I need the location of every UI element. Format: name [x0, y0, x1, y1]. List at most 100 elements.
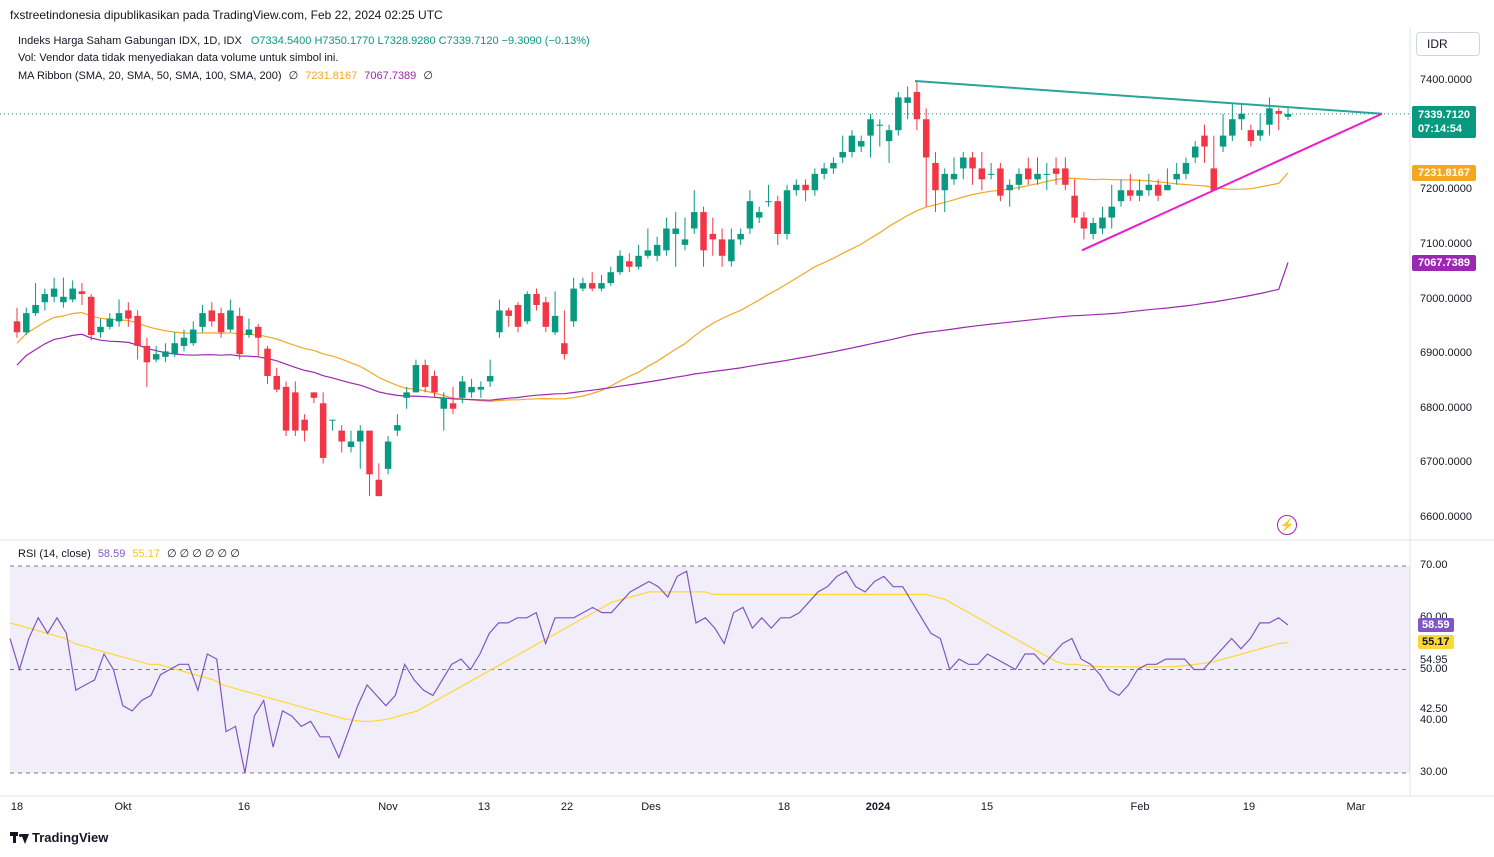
candle — [180, 329, 188, 352]
candle — [477, 381, 485, 398]
candle — [301, 414, 308, 442]
candle-body — [394, 425, 401, 431]
candle — [533, 288, 540, 311]
rsi-extra-label-2: 42.50 — [1420, 703, 1448, 715]
candle — [653, 236, 661, 262]
candle — [440, 392, 448, 431]
candle-body — [802, 184, 809, 191]
candle-body — [987, 173, 995, 175]
candle-body — [691, 212, 698, 229]
candle — [199, 304, 206, 333]
time-tick-label: 22 — [560, 801, 574, 813]
symbol-name[interactable]: Indeks Harga Saham Gabungan IDX, 1D, IDX — [18, 35, 242, 47]
candle-body — [1108, 206, 1115, 218]
candle — [1127, 173, 1134, 202]
candle-body — [579, 283, 587, 289]
candle-body — [403, 392, 410, 398]
candle-body — [644, 250, 652, 256]
candle-body — [32, 304, 39, 314]
candle — [542, 296, 550, 333]
candle-body — [227, 310, 234, 330]
countdown-value: 07:14:54 — [1418, 123, 1463, 135]
symbol-legend: Indeks Harga Saham Gabungan IDX, 1D, IDX… — [18, 35, 590, 47]
candle — [765, 184, 772, 207]
candle — [551, 291, 559, 336]
candle — [941, 168, 948, 213]
candle-body — [468, 386, 475, 393]
candle — [13, 307, 21, 338]
candle — [254, 324, 262, 357]
candle-body — [282, 386, 290, 431]
rsi-legend[interactable]: RSI (14, close) 58.59 55.17 ∅ ∅ ∅ ∅ ∅ ∅ — [18, 547, 240, 560]
lightning-icon[interactable]: ⚡ — [1277, 515, 1297, 535]
candle — [394, 414, 401, 437]
price-tick-label: 7100.0000 — [1420, 237, 1472, 250]
candle-body — [997, 168, 1004, 196]
candle-body — [1006, 184, 1013, 191]
candle — [987, 162, 995, 180]
time-tick-label: 19 — [1242, 801, 1256, 813]
candle — [1229, 102, 1236, 142]
candle — [1052, 157, 1060, 185]
price-tick-label: 7400.0000 — [1420, 74, 1472, 86]
ma-fast-badge: 7231.8167 — [1412, 165, 1476, 181]
time-tick-label: Des — [641, 801, 661, 813]
candle-body — [1034, 173, 1041, 180]
candle — [644, 228, 652, 259]
candle-body — [1080, 217, 1088, 229]
candle-body — [1275, 111, 1282, 114]
currency-button[interactable]: IDR — [1416, 32, 1480, 56]
candle-body — [41, 294, 49, 303]
candle — [885, 124, 893, 163]
candle-body — [69, 288, 76, 300]
candle-body — [319, 403, 327, 458]
candle — [635, 244, 642, 270]
candle-body — [50, 288, 58, 297]
tradingview-logo[interactable]: TradingView — [10, 830, 108, 845]
candle-body — [505, 310, 512, 316]
price-tick-label: 7000.0000 — [1420, 292, 1472, 305]
candle — [486, 359, 494, 387]
time-tick-label: Mar — [1346, 801, 1366, 813]
price-tick-label: 6600.0000 — [1420, 511, 1472, 523]
rsi-extra-label: 54.95 — [1420, 654, 1448, 666]
candle-body — [533, 294, 540, 305]
candle — [1015, 168, 1023, 191]
candle — [904, 86, 911, 120]
candle — [1117, 179, 1125, 207]
candle — [579, 277, 587, 292]
candle-body — [728, 239, 735, 262]
candle-body — [876, 124, 884, 126]
candle — [505, 307, 512, 327]
candle-body — [978, 168, 986, 180]
candle-body — [347, 441, 355, 447]
candle-body — [598, 283, 605, 289]
candle-body — [960, 157, 967, 169]
candle — [709, 217, 717, 256]
candle-body — [125, 310, 132, 319]
last-price-value: 7339.7120 — [1418, 109, 1470, 121]
candle-body — [162, 351, 169, 357]
candle-body — [190, 329, 197, 344]
candle-body — [1043, 173, 1051, 175]
ma-ribbon-legend[interactable]: MA Ribbon (SMA, 20, SMA, 50, SMA, 100, S… — [18, 69, 433, 82]
candle — [60, 277, 67, 308]
candle — [357, 425, 364, 469]
candle-body — [217, 313, 225, 333]
candle-body — [867, 119, 874, 136]
candle — [1071, 179, 1078, 224]
candle — [857, 135, 865, 153]
candle-body — [718, 239, 726, 256]
candle-body — [1136, 190, 1143, 196]
candle — [78, 283, 86, 305]
candle — [922, 108, 930, 207]
candle — [1247, 124, 1255, 147]
candle — [171, 332, 178, 357]
candle-body — [626, 261, 633, 267]
candle — [570, 277, 577, 327]
time-tick-label: 18 — [10, 801, 24, 813]
ma-ribbon-label: MA Ribbon (SMA, 20, SMA, 50, SMA, 100, S… — [18, 70, 282, 82]
candle — [848, 130, 856, 158]
candle — [1266, 97, 1273, 136]
